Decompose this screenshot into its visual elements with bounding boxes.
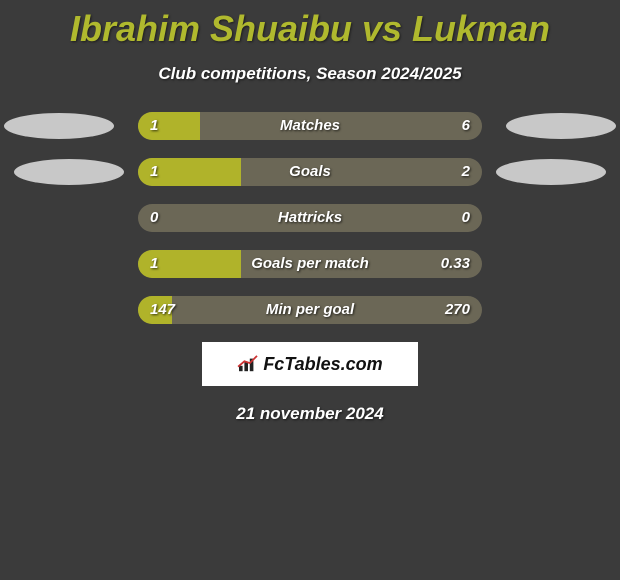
stat-bar: 1Goals per match0.33	[138, 250, 482, 278]
stat-value-right: 0	[462, 204, 470, 232]
stat-label: Hattricks	[138, 204, 482, 232]
stat-bar: 1Matches6	[138, 112, 482, 140]
date-label: 21 november 2024	[0, 404, 620, 424]
stat-row: 1Matches6	[0, 112, 620, 142]
stat-bar: 1Goals2	[138, 158, 482, 186]
stat-value-right: 0.33	[441, 250, 470, 278]
stat-value-right: 6	[462, 112, 470, 140]
player-right-marker	[506, 113, 616, 139]
player-left-marker	[14, 159, 124, 185]
stat-row: 0Hattricks0	[0, 204, 620, 234]
logo-text: FcTables.com	[263, 354, 382, 375]
player-left-marker	[4, 113, 114, 139]
stat-label: Goals	[138, 158, 482, 186]
stat-label: Matches	[138, 112, 482, 140]
subtitle: Club competitions, Season 2024/2025	[0, 64, 620, 84]
page-title: Ibrahim Shuaibu vs Lukman	[0, 0, 620, 50]
logo-box: FcTables.com	[202, 342, 418, 386]
bar-chart-icon	[237, 355, 259, 373]
stat-value-right: 270	[445, 296, 470, 324]
comparison-chart: 1Matches6 1Goals2 0Hattricks0 1Goals per ma…	[0, 112, 620, 424]
stat-row: 1Goals2	[0, 158, 620, 188]
stat-bar: 0Hattricks0	[138, 204, 482, 232]
player-right-marker	[496, 159, 606, 185]
stat-label: Min per goal	[138, 296, 482, 324]
stat-row: 147Min per goal270	[0, 296, 620, 326]
stat-value-right: 2	[462, 158, 470, 186]
stat-label: Goals per match	[138, 250, 482, 278]
stat-bar: 147Min per goal270	[138, 296, 482, 324]
stat-row: 1Goals per match0.33	[0, 250, 620, 280]
